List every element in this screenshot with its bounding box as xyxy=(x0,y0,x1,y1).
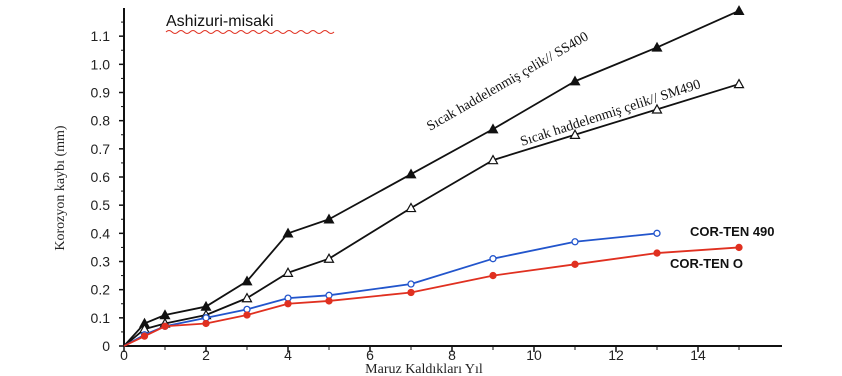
x-tick-label: 12 xyxy=(608,347,624,363)
data-point-marker xyxy=(651,103,663,114)
y-tick-label: 1.0 xyxy=(91,56,111,72)
data-point-marker xyxy=(489,255,497,263)
y-tick-label: 0.4 xyxy=(91,225,111,241)
series-0 xyxy=(123,5,745,347)
y-tick-label: 0.3 xyxy=(91,254,111,270)
x-tick-label: 0 xyxy=(120,347,128,363)
data-point-marker xyxy=(323,252,335,263)
data-point-marker xyxy=(407,288,415,297)
data-point-marker xyxy=(243,311,251,319)
y-tick-label: 0.2 xyxy=(91,282,111,298)
y-tick-label: 0.1 xyxy=(91,310,111,326)
data-point-marker xyxy=(733,5,745,16)
data-point-marker xyxy=(284,300,292,308)
data-point-marker xyxy=(241,275,253,286)
data-point-marker xyxy=(653,249,661,257)
series-label: COR-TEN O xyxy=(670,256,743,271)
chart-title: Ashizuri-misaki xyxy=(166,13,274,30)
data-point-marker xyxy=(653,229,661,237)
data-point-marker xyxy=(569,129,581,139)
x-tick-label: 10 xyxy=(526,347,542,363)
data-point-marker xyxy=(487,123,499,134)
series-layer xyxy=(123,5,745,347)
y-tick-label: 0.5 xyxy=(91,197,111,213)
data-point-marker xyxy=(241,292,253,303)
x-tick-label: 14 xyxy=(690,347,706,363)
y-tick-label: 0.6 xyxy=(91,169,111,185)
y-tick-label: 0 xyxy=(102,338,110,354)
data-point-marker xyxy=(489,271,497,280)
series-3 xyxy=(123,243,743,347)
data-point-marker xyxy=(569,75,581,86)
data-point-marker xyxy=(405,168,417,179)
y-tick-label: 1.1 xyxy=(91,28,111,44)
x-tick-label: 6 xyxy=(366,347,374,363)
y-axis-title: Korozyon kaybı (mm) xyxy=(53,125,68,251)
data-point-marker xyxy=(323,213,335,224)
series-label: COR-TEN 490 xyxy=(690,224,775,239)
x-tick-label: 8 xyxy=(448,347,456,363)
data-point-marker xyxy=(405,202,417,213)
data-point-marker xyxy=(282,227,294,238)
data-point-marker xyxy=(571,238,579,246)
data-point-marker xyxy=(487,154,499,165)
data-point-marker xyxy=(161,322,169,330)
y-tick-label: 0.7 xyxy=(91,141,111,157)
data-point-marker xyxy=(651,41,663,52)
data-point-marker xyxy=(140,332,149,340)
data-point-marker xyxy=(407,280,415,288)
data-point-marker xyxy=(735,243,743,252)
x-axis-title: Maruz Kaldıkları Yıl xyxy=(365,362,483,376)
x-tick-label: 4 xyxy=(284,347,292,363)
data-point-marker xyxy=(571,260,579,268)
series-line xyxy=(123,246,740,347)
x-tick-label: 2 xyxy=(202,347,210,363)
y-tick-label: 0.9 xyxy=(91,85,111,101)
axes: 0 0.1 0.2 0.3 0.4 0.5 0.6 0.7 0.8 0.9 1.0 1.1 0 2 4 6 8 1… xyxy=(91,8,782,363)
title-underline xyxy=(165,30,335,34)
data-point-marker xyxy=(733,78,745,89)
data-point-marker xyxy=(282,267,294,277)
data-point-marker xyxy=(325,297,333,305)
data-point-marker xyxy=(202,319,210,328)
y-tick-label: 0.8 xyxy=(91,113,111,129)
